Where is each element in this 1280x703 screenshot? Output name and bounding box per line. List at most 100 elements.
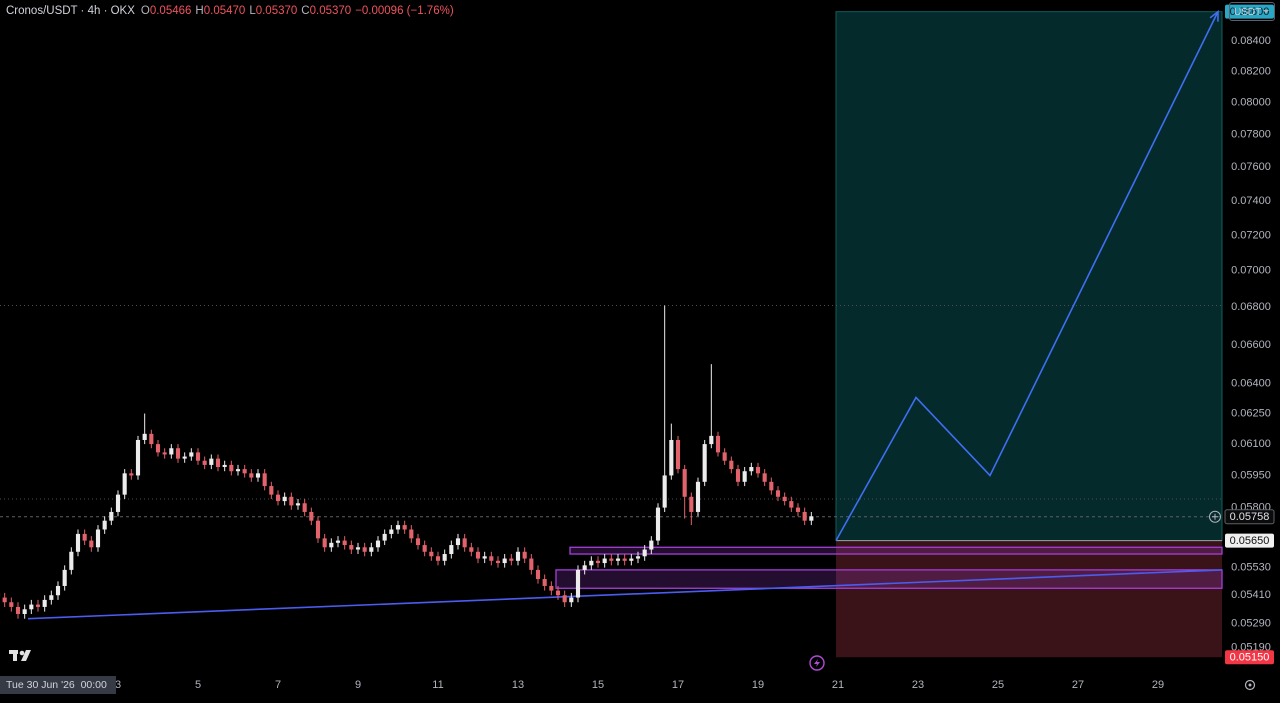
candle-body: [549, 585, 554, 591]
candle-body: [709, 435, 714, 445]
candle-body: [789, 501, 794, 508]
candle-body: [722, 452, 727, 461]
candle-body: [595, 560, 601, 564]
candle-body: [142, 433, 147, 440]
candle-body: [522, 551, 527, 559]
candle-body: [542, 579, 547, 586]
alert-icon[interactable]: [809, 655, 825, 671]
x-tick-label: 11: [432, 679, 443, 691]
price-label-box: [1225, 650, 1274, 665]
legend: Cronos/USDT · 4h · OKX O0.05466 H0.05470 L0…: [6, 5, 458, 17]
candle-body: [455, 538, 461, 546]
candle-body: [322, 538, 327, 548]
candle-body: [362, 547, 367, 552]
price-label: 0.08600: [1230, 6, 1270, 18]
candle-body: [562, 595, 567, 603]
candle-body: [535, 569, 541, 580]
candle-body: [509, 558, 514, 561]
candle-body: [515, 551, 521, 561]
candle-body: [575, 569, 581, 598]
candle-body: [295, 503, 301, 506]
drawing-layer: [0, 11, 1223, 658]
candle-body: [569, 597, 574, 603]
candle-body: [529, 558, 534, 570]
logo: [9, 650, 31, 661]
candle-body: [622, 558, 627, 561]
candle-body: [629, 558, 634, 561]
x-tick-label: 15: [592, 679, 604, 691]
ohlc-value: 0.05466: [149, 5, 192, 17]
candle-body: [635, 556, 641, 559]
candle-body: [422, 545, 427, 552]
candle-body: [449, 545, 454, 555]
candle-body: [475, 551, 481, 559]
candle-body: [442, 554, 447, 561]
candle-body: [715, 435, 721, 453]
price-label: 0.05650: [1230, 535, 1270, 547]
candle-body: [22, 609, 27, 614]
candle-body: [655, 507, 661, 541]
price-label-box: [1225, 533, 1274, 548]
candle-body: [135, 439, 141, 476]
candle-body: [382, 533, 387, 541]
x-tick-label: 17: [672, 679, 684, 691]
candle-body: [802, 511, 807, 521]
symbol-title: Cronos/USDT · 4h · OKX: [6, 5, 135, 17]
price-label-box: [1224, 509, 1275, 525]
candle-body: [55, 585, 61, 596]
candle-body: [429, 551, 434, 557]
candle-body: [29, 604, 34, 610]
x-tick-label: 29: [1152, 679, 1164, 691]
candle-body: [175, 448, 181, 459]
candle-body: [162, 452, 167, 455]
candle-body: [149, 433, 154, 445]
x-tick-label: 9: [355, 679, 361, 691]
candle-body: [329, 542, 334, 548]
x-tick-label: 7: [275, 679, 281, 691]
candle-body: [729, 460, 734, 470]
currency-selector[interactable]: USDT: [1229, 2, 1275, 21]
candle-body: [355, 547, 361, 550]
x-tick-label: 3: [115, 679, 121, 691]
candle-body: [229, 464, 234, 472]
candle-body: [375, 540, 381, 548]
candle-body: [89, 540, 94, 548]
candle-body: [115, 494, 121, 512]
y-tick-label: 0.05410: [1231, 589, 1271, 601]
ohlc-values: O0.05466 H0.05470 L0.05370 C0.05370: [141, 5, 355, 17]
candle-body: [415, 538, 421, 546]
candle-body: [589, 560, 594, 566]
candle-body: [469, 547, 474, 552]
candle-body: [695, 481, 701, 512]
candle-body: [555, 590, 561, 596]
zone: [569, 546, 1223, 555]
y-tick-label: 0.05530: [1231, 562, 1271, 574]
candle-body: [615, 558, 621, 561]
axes: 0.08400 0.08200 0.08000 0.07800 0.07600 0.074…: [115, 4, 1275, 691]
candle-body: [275, 494, 281, 502]
candle-body: [489, 556, 494, 561]
settings-icon[interactable]: [1244, 679, 1256, 691]
candle-body: [482, 556, 487, 559]
candle-body: [269, 486, 274, 495]
candle-body: [662, 475, 667, 508]
ohlc-value: 0.05470: [203, 5, 246, 17]
candle-body: [675, 439, 681, 470]
candle-body: [782, 496, 787, 502]
ohlc-key: H: [195, 5, 204, 17]
candle-body: [702, 444, 707, 482]
x-tick-label: 25: [992, 679, 1004, 691]
candle-body: [642, 549, 647, 557]
candle-body: [262, 473, 267, 487]
candle-body: [395, 525, 401, 530]
y-tick-label: 0.06800: [1231, 301, 1271, 313]
candle-body: [609, 558, 614, 561]
candle-body: [809, 516, 814, 521]
add-alert-icon[interactable]: [1209, 510, 1221, 523]
candle-body: [749, 467, 754, 472]
candle-body: [15, 606, 21, 614]
zone: [555, 569, 1223, 589]
candle-body: [62, 569, 67, 586]
candle-body: [75, 533, 81, 552]
y-tick-label: 0.08200: [1231, 66, 1271, 78]
